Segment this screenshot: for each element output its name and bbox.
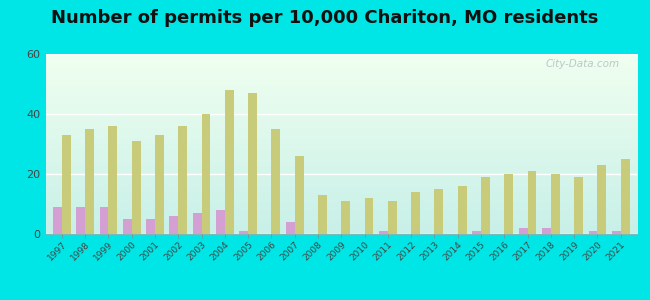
Bar <box>411 192 420 234</box>
Bar <box>216 210 225 234</box>
Bar <box>379 231 388 234</box>
Bar <box>53 207 62 234</box>
Bar <box>472 231 481 234</box>
Bar <box>286 222 294 234</box>
Bar <box>504 174 513 234</box>
Text: Number of permits per 10,000 Chariton, MO residents: Number of permits per 10,000 Chariton, M… <box>51 9 599 27</box>
Bar <box>612 231 621 234</box>
Bar <box>99 207 109 234</box>
Bar <box>178 126 187 234</box>
Bar <box>85 129 94 234</box>
Bar <box>294 156 304 234</box>
Bar <box>528 171 536 234</box>
Bar <box>542 228 551 234</box>
Bar <box>155 135 164 234</box>
Bar <box>192 213 202 234</box>
Bar <box>109 126 117 234</box>
Bar <box>388 201 396 234</box>
Bar <box>225 90 233 234</box>
Bar <box>458 186 467 234</box>
Bar <box>621 159 630 234</box>
Bar <box>341 201 350 234</box>
Bar <box>248 93 257 234</box>
Bar <box>574 177 583 234</box>
Bar <box>365 198 373 234</box>
Bar <box>132 141 140 234</box>
Bar <box>481 177 490 234</box>
Bar <box>146 219 155 234</box>
Text: City-Data.com: City-Data.com <box>545 59 619 69</box>
Bar <box>434 189 443 234</box>
Bar <box>123 219 132 234</box>
Bar <box>597 165 606 234</box>
Bar <box>272 129 280 234</box>
Bar <box>519 228 528 234</box>
Bar <box>76 207 85 234</box>
Bar <box>170 216 178 234</box>
Bar <box>239 231 248 234</box>
Bar <box>318 195 327 234</box>
Bar <box>62 135 71 234</box>
Bar <box>202 114 211 234</box>
Bar <box>551 174 560 234</box>
Bar <box>588 231 597 234</box>
